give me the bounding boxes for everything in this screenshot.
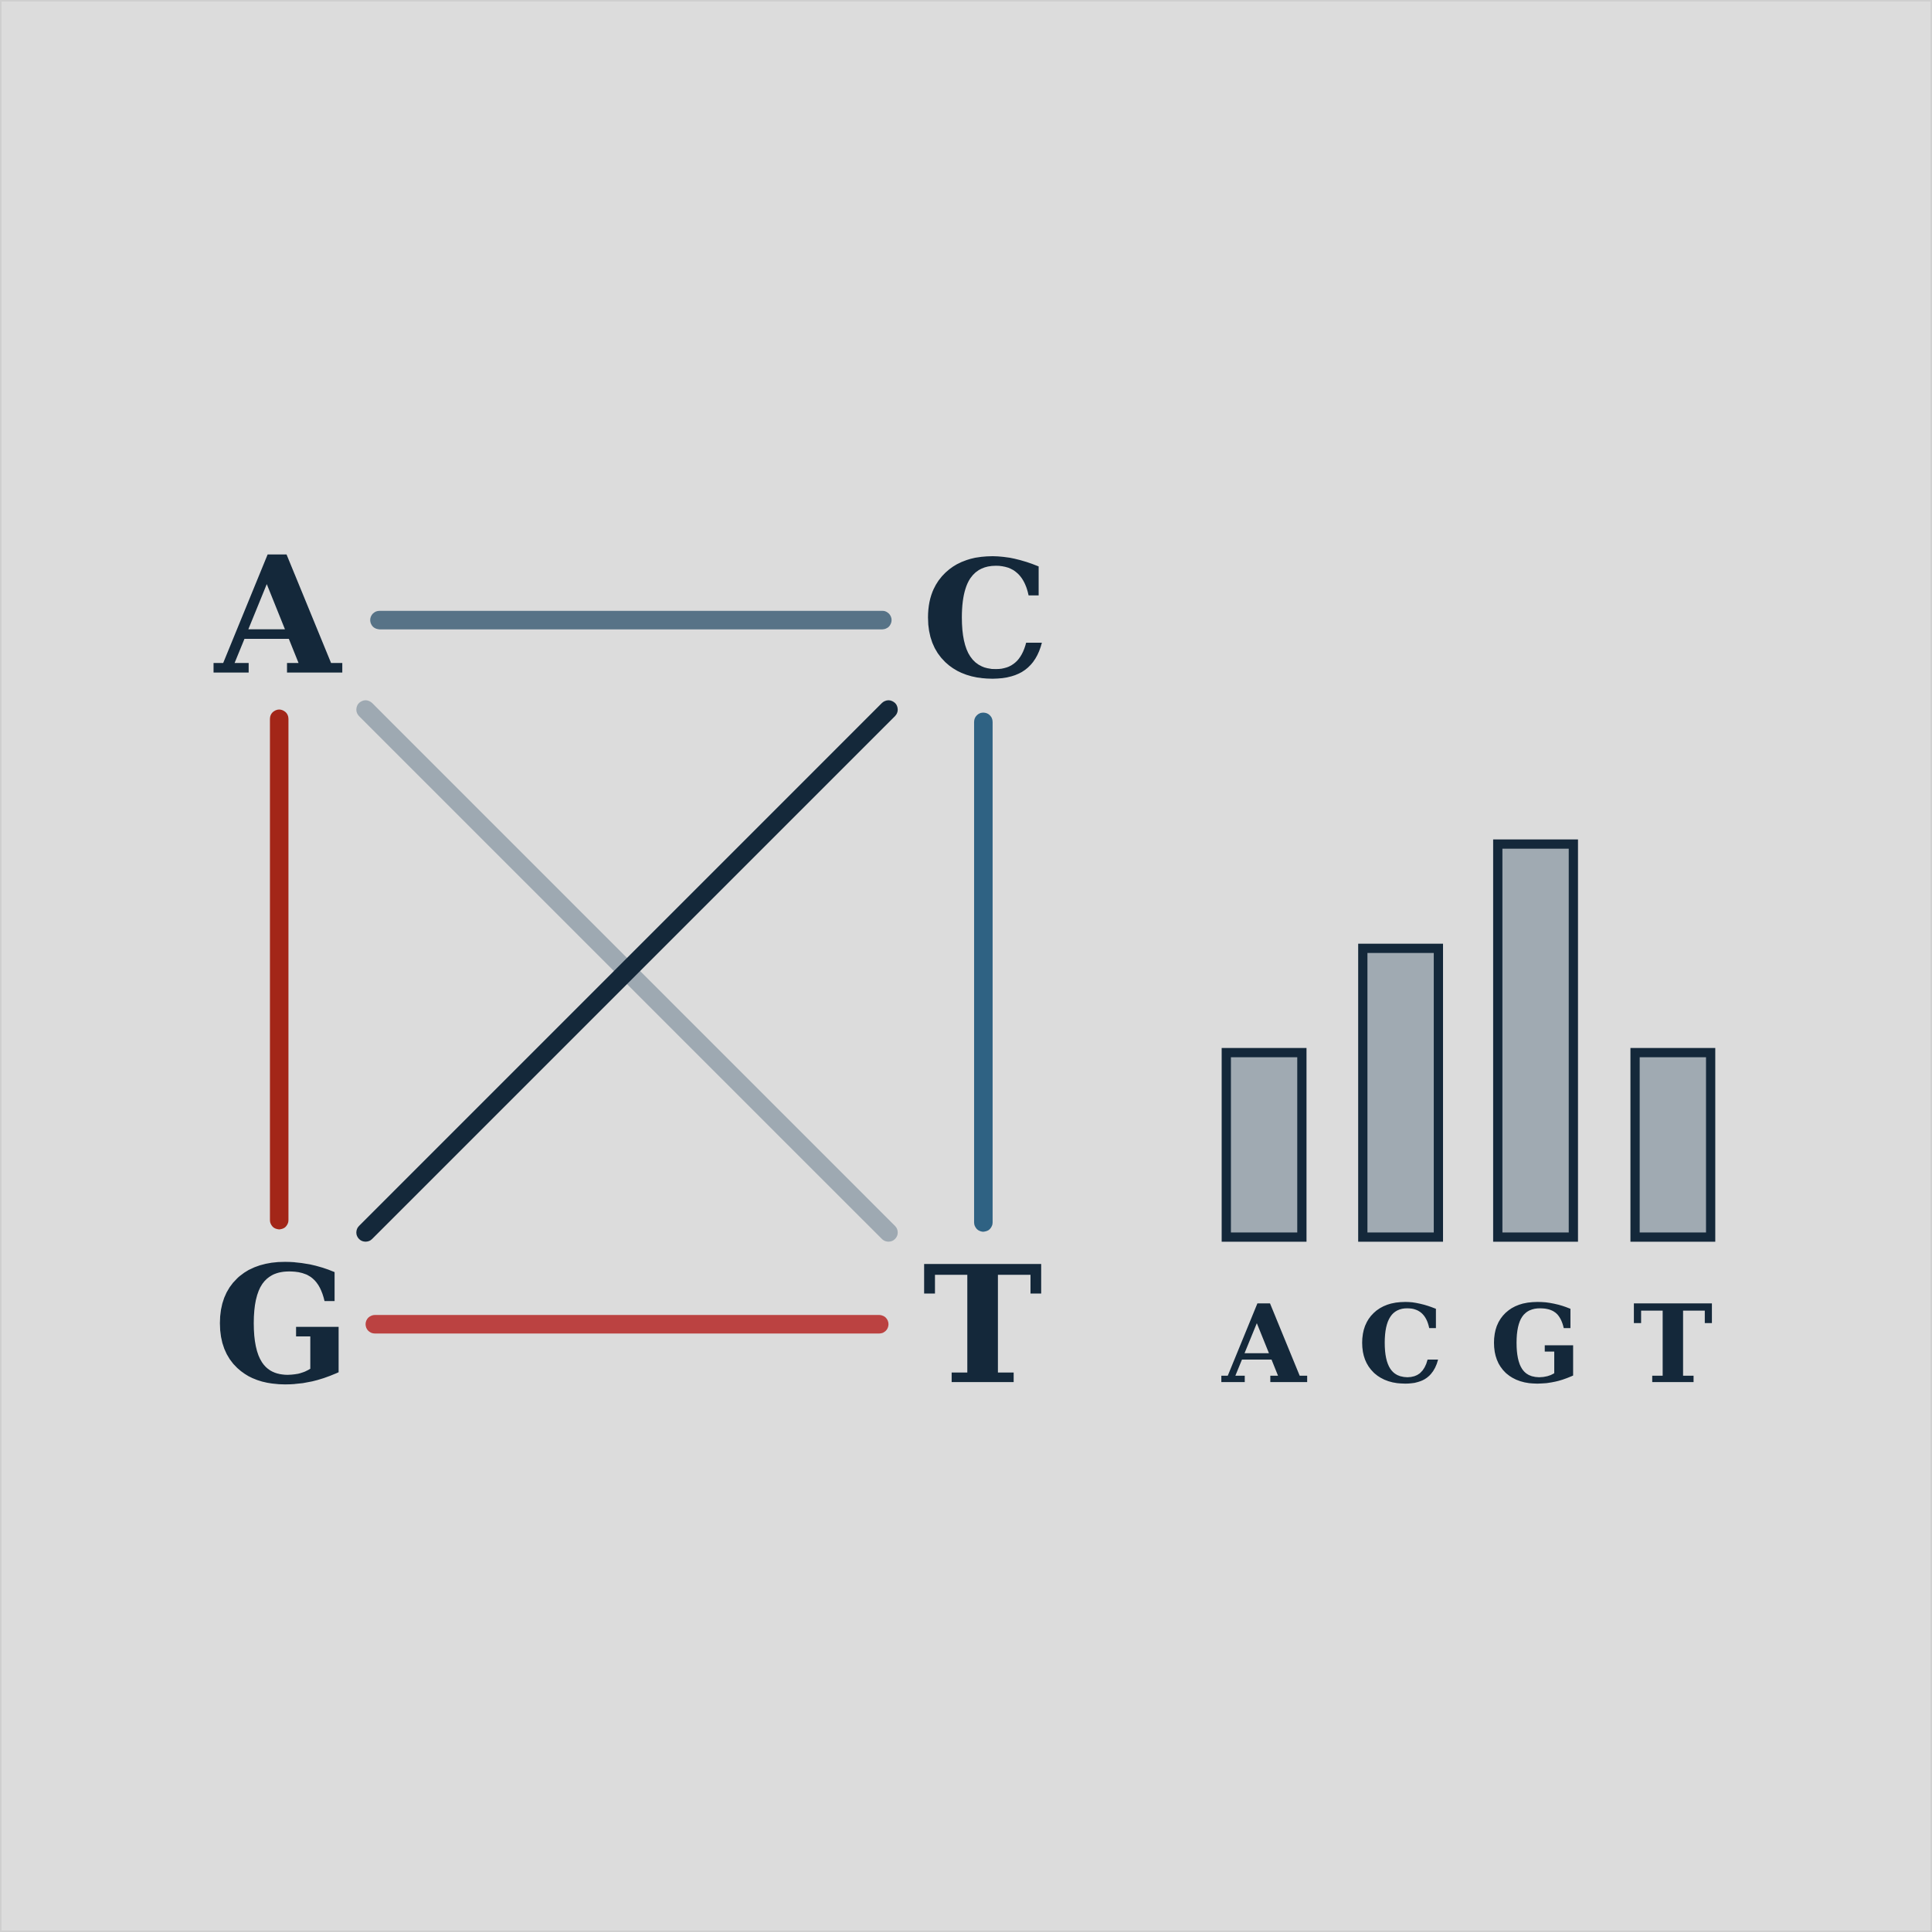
- nodes: A C G T: [213, 521, 1051, 1421]
- node-t: T: [922, 1231, 1043, 1421]
- node-a: A: [213, 521, 343, 711]
- bar-chart: [1221, 839, 1716, 1242]
- node-c: C: [922, 525, 1051, 715]
- edge-c-g: [356, 700, 898, 1242]
- bar-g: [1492, 839, 1578, 1242]
- bar-a: [1221, 1047, 1307, 1242]
- edges: [270, 610, 993, 1334]
- node-g: G: [213, 1231, 351, 1421]
- bar-t: [1630, 1047, 1716, 1242]
- bar-label-a: A: [1221, 1281, 1308, 1407]
- bar-label-t: T: [1633, 1281, 1713, 1407]
- bar-label-g: G: [1489, 1281, 1581, 1407]
- bar-c: [1358, 943, 1444, 1242]
- bar-label-c: C: [1357, 1281, 1443, 1407]
